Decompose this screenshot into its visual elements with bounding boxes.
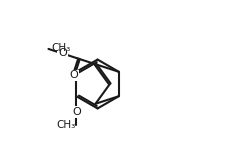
Text: O: O — [72, 107, 81, 117]
Text: CH₃: CH₃ — [56, 120, 76, 130]
Text: CH₃: CH₃ — [51, 43, 71, 53]
Text: O: O — [58, 49, 67, 58]
Text: O: O — [69, 70, 78, 80]
